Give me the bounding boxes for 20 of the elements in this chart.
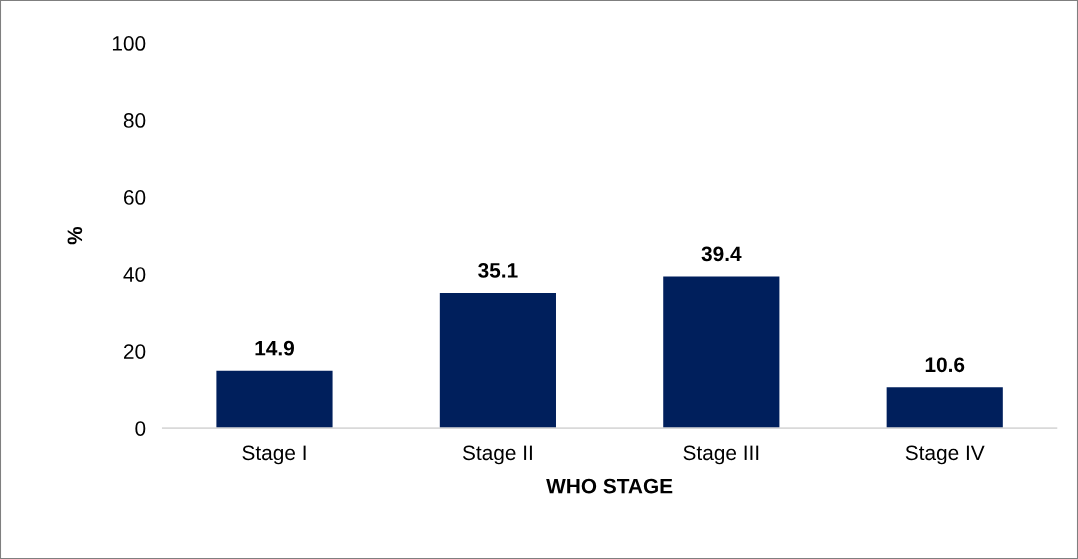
bar [886,387,1003,429]
data-label: 10.6 [925,357,965,373]
y-tick-label: 40 [123,267,146,282]
bar [216,370,333,429]
data-label: 39.4 [701,246,742,262]
x-tick-label: Stage II [462,445,532,465]
data-label: 35.1 [478,263,518,278]
y-tick-label: 60 [124,190,146,205]
bar [663,276,780,429]
y-tick-label: 20 [123,344,146,359]
x-tick-label: Stage IV [905,445,985,465]
data-label: 14.9 [255,340,294,356]
x-axis-title: WHO STAGE [546,478,673,494]
y-axis-title: % [67,226,83,245]
y-tick-label: 80 [123,113,146,128]
y-tick-label: 0 [135,421,146,436]
x-tick-label: Stage I [242,445,306,465]
y-tick-label: 100 [112,36,146,51]
x-tick-label: Stage III [683,445,759,465]
bar [439,293,556,429]
